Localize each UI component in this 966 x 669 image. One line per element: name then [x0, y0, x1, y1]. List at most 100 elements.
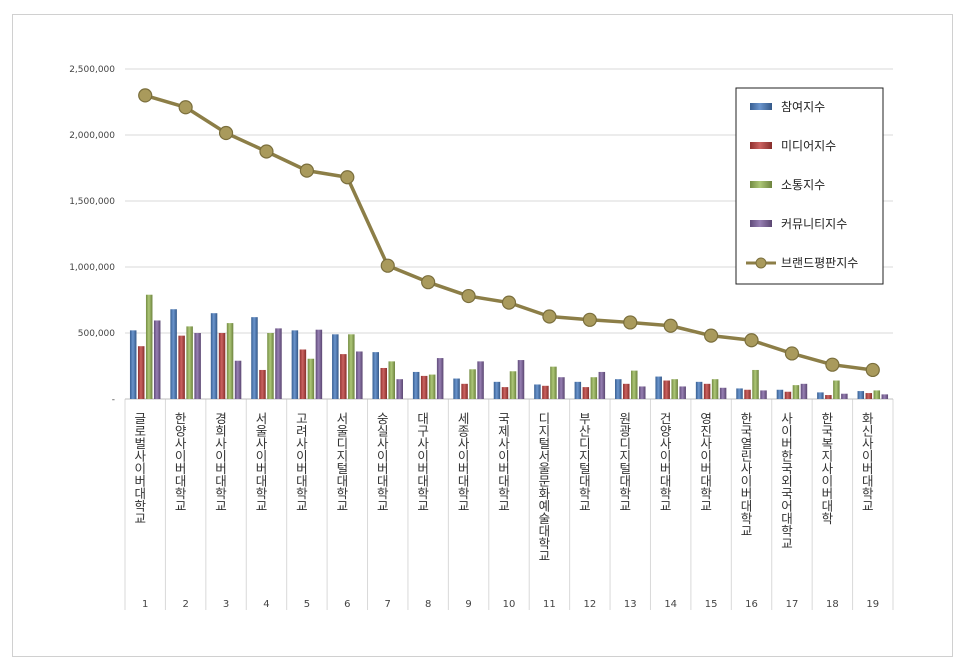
rank-label: 8 [425, 599, 431, 610]
bar-참여지수 [655, 376, 662, 399]
bar-미디어지수 [703, 383, 711, 399]
category-label: 세종사이버대학교 [455, 412, 470, 512]
bar-참여지수 [170, 309, 177, 399]
category-label: 건양사이버대학교 [657, 412, 672, 512]
bar-미디어지수 [865, 393, 873, 399]
point-브랜드평판지수 [380, 258, 395, 273]
rank-label: 16 [745, 599, 758, 610]
bar-미디어지수 [542, 385, 549, 399]
category-label: 부산디지털대학교 [576, 412, 591, 512]
rank-label: 1 [142, 599, 148, 610]
bar-커뮤니티지수 [315, 329, 323, 399]
point-브랜드평판지수 [461, 288, 476, 304]
y-tick-label: 500,000 [78, 329, 115, 339]
point-브랜드평판지수 [259, 144, 274, 159]
bar-미디어지수 [582, 387, 590, 399]
point-브랜드평판지수 [744, 333, 759, 348]
category-label: 한양사이버대학교 [172, 412, 187, 512]
bar-소통지수 [145, 294, 153, 399]
legend-swatch [750, 181, 772, 188]
bar-미디어지수 [340, 354, 347, 399]
bar-참여지수 [412, 371, 420, 399]
category-label: 원광디지털대학교 [617, 412, 632, 512]
bar-소통지수 [550, 366, 557, 399]
category-label: 경희사이버대학교 [213, 412, 228, 512]
bar-소통지수 [186, 326, 193, 399]
category-label: 서울사이버대학교 [253, 412, 268, 512]
bar-소통지수 [752, 369, 759, 399]
bar-소통지수 [307, 358, 315, 399]
category-label: 서울디지털대학교 [334, 412, 349, 512]
bar-커뮤니티지수 [517, 360, 525, 399]
bar-참여지수 [534, 384, 541, 399]
bar-소통지수 [509, 371, 517, 399]
bar-참여지수 [453, 378, 460, 399]
rank-label: 17 [786, 599, 799, 610]
rank-label: 10 [503, 599, 516, 610]
bar-커뮤니티지수 [477, 361, 484, 399]
bar-소통지수 [428, 374, 436, 399]
bar-참여지수 [776, 389, 784, 399]
bar-미디어지수 [825, 395, 832, 399]
bar-소통지수 [348, 334, 355, 399]
category-label: 국제사이버대학교 [496, 412, 511, 512]
bar-미디어지수 [178, 335, 185, 399]
bar-미디어지수 [784, 391, 792, 399]
bar-미디어지수 [137, 346, 145, 399]
point-브랜드평판지수 [340, 170, 355, 185]
bar-커뮤니티지수 [719, 387, 727, 399]
bar-미디어지수 [299, 349, 307, 399]
bar-커뮤니티지수 [396, 379, 403, 399]
bar-커뮤니티지수 [800, 383, 808, 399]
legend-label: 참여지수 [781, 100, 825, 114]
point-브랜드평판지수 [704, 328, 719, 343]
point-브랜드평판지수 [784, 346, 800, 361]
rank-label: 5 [304, 599, 310, 610]
y-tick-label: 1,500,000 [69, 197, 115, 207]
bar-커뮤니티지수 [558, 377, 565, 399]
y-tick-label: - [112, 395, 115, 405]
bar-커뮤니티지수 [194, 333, 201, 399]
point-브랜드평판지수 [218, 125, 234, 141]
bar-참여지수 [251, 317, 258, 399]
rank-label: 3 [223, 599, 229, 610]
legend-label: 소통지수 [781, 178, 825, 192]
category-label: 한국열린사이버대학교 [738, 412, 753, 537]
bar-소통지수 [833, 380, 840, 399]
legend-swatch [750, 103, 772, 110]
point-브랜드평판지수 [865, 362, 880, 378]
rank-label: 19 [866, 599, 879, 610]
y-tick-label: 1,000,000 [69, 263, 115, 273]
point-브랜드평판지수 [623, 315, 638, 330]
bar-소통지수 [631, 370, 638, 399]
bar-참여지수 [857, 391, 865, 399]
category-label: 한국복지사이버대학 [819, 412, 834, 525]
category-label: 영진사이버대학교 [698, 412, 713, 512]
bar-커뮤니티지수 [436, 358, 444, 399]
category-label: 화신사이버대학교 [859, 412, 874, 512]
bar-참여지수 [736, 388, 743, 399]
point-브랜드평판지수 [663, 318, 678, 333]
bar-소통지수 [267, 333, 274, 399]
rank-label: 11 [543, 599, 556, 610]
rank-label: 14 [664, 599, 677, 610]
bar-참여지수 [695, 381, 703, 399]
bar-소통지수 [590, 377, 598, 399]
bar-참여지수 [615, 379, 622, 399]
rank-label: 7 [385, 599, 391, 610]
bar-소통지수 [711, 379, 719, 399]
point-브랜드평판지수 [178, 100, 193, 115]
bar-커뮤니티지수 [760, 390, 767, 399]
bar-참여지수 [574, 381, 582, 399]
bar-미디어지수 [623, 383, 630, 399]
point-브랜드평판지수 [138, 88, 153, 103]
rank-label: 9 [465, 599, 471, 610]
rank-label: 18 [826, 599, 839, 610]
bar-커뮤니티지수 [881, 394, 889, 399]
bar-미디어지수 [420, 375, 428, 399]
category-label: 숭실사이버대학교 [374, 412, 389, 512]
rank-label: 2 [182, 599, 188, 610]
category-label: 사이버한국외국어대학교 [778, 412, 793, 550]
point-브랜드평판지수 [299, 163, 314, 178]
